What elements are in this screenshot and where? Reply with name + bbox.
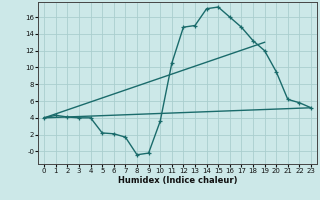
- X-axis label: Humidex (Indice chaleur): Humidex (Indice chaleur): [118, 176, 237, 185]
